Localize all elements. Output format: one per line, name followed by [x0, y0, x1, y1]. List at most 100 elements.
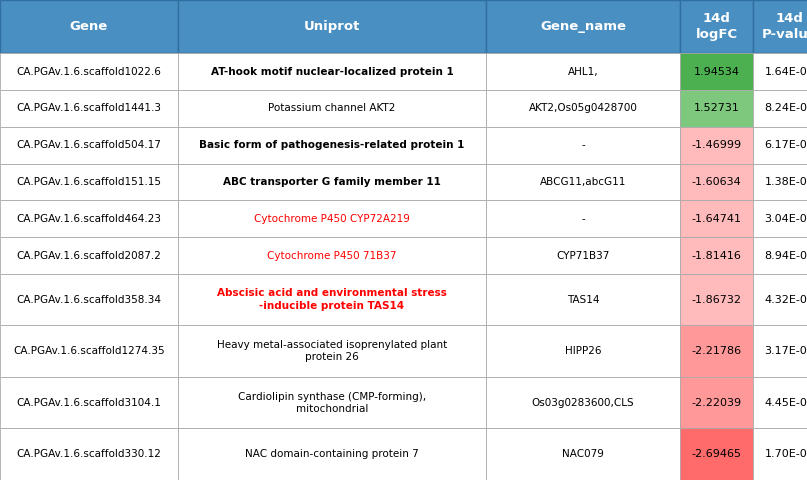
Text: Cardiolipin synthase (CMP-forming),
mitochondrial: Cardiolipin synthase (CMP-forming), mito…: [238, 392, 426, 414]
Text: CA.PGAv.1.6.scaffold464.23: CA.PGAv.1.6.scaffold464.23: [16, 214, 161, 224]
Text: -1.64741: -1.64741: [692, 214, 742, 224]
Bar: [680, 0, 753, 53]
Text: 3.17E-07: 3.17E-07: [764, 346, 807, 356]
Text: 4.32E-06: 4.32E-06: [764, 295, 807, 305]
Bar: [753, 200, 807, 237]
Text: -1.46999: -1.46999: [692, 140, 742, 150]
Bar: [753, 127, 807, 164]
Bar: [753, 164, 807, 200]
Bar: [486, 237, 680, 274]
Text: CA.PGAv.1.6.scaffold330.12: CA.PGAv.1.6.scaffold330.12: [17, 449, 161, 459]
Text: Potassium channel AKT2: Potassium channel AKT2: [268, 103, 395, 113]
Text: 1.70E-05: 1.70E-05: [764, 449, 807, 459]
Text: Cytochrome P450 CYP72A219: Cytochrome P450 CYP72A219: [254, 214, 410, 224]
Text: CYP71B37: CYP71B37: [556, 251, 609, 261]
Bar: [486, 0, 680, 53]
Bar: [486, 200, 680, 237]
Bar: [178, 274, 486, 325]
Bar: [486, 274, 680, 325]
Text: CA.PGAv.1.6.scaffold1274.35: CA.PGAv.1.6.scaffold1274.35: [13, 346, 165, 356]
Bar: [486, 53, 680, 90]
Bar: [680, 164, 753, 200]
Bar: [0, 127, 178, 164]
Bar: [486, 127, 680, 164]
Text: AT-hook motif nuclear-localized protein 1: AT-hook motif nuclear-localized protein …: [211, 67, 454, 76]
Text: TAS14: TAS14: [567, 295, 600, 305]
Bar: [753, 429, 807, 480]
Bar: [0, 377, 178, 429]
Bar: [753, 0, 807, 53]
Bar: [680, 127, 753, 164]
Bar: [680, 237, 753, 274]
Bar: [486, 325, 680, 377]
Bar: [753, 377, 807, 429]
Bar: [0, 53, 178, 90]
Bar: [0, 325, 178, 377]
Bar: [680, 325, 753, 377]
Text: -2.69465: -2.69465: [692, 449, 742, 459]
Bar: [0, 90, 178, 127]
Text: 3.04E-06: 3.04E-06: [764, 214, 807, 224]
Text: HIPP26: HIPP26: [565, 346, 601, 356]
Text: NAC domain-containing protein 7: NAC domain-containing protein 7: [245, 449, 419, 459]
Bar: [753, 90, 807, 127]
Text: -1.81416: -1.81416: [692, 251, 742, 261]
Text: 14d
logFC: 14d logFC: [696, 12, 738, 41]
Text: ABC transporter G family member 11: ABC transporter G family member 11: [223, 177, 441, 187]
Bar: [178, 90, 486, 127]
Bar: [680, 429, 753, 480]
Bar: [178, 53, 486, 90]
Text: AHL1,: AHL1,: [567, 67, 598, 76]
Text: 8.94E-06: 8.94E-06: [764, 251, 807, 261]
Text: Os03g0283600,CLS: Os03g0283600,CLS: [532, 398, 634, 408]
Bar: [753, 53, 807, 90]
Bar: [680, 274, 753, 325]
Text: 1.64E-05: 1.64E-05: [764, 67, 807, 76]
Bar: [178, 429, 486, 480]
Text: CA.PGAv.1.6.scaffold1022.6: CA.PGAv.1.6.scaffold1022.6: [17, 67, 161, 76]
Text: Heavy metal-associated isoprenylated plant
protein 26: Heavy metal-associated isoprenylated pla…: [217, 340, 447, 362]
Text: CA.PGAv.1.6.scaffold2087.2: CA.PGAv.1.6.scaffold2087.2: [17, 251, 161, 261]
Bar: [753, 237, 807, 274]
Bar: [0, 164, 178, 200]
Text: -1.86732: -1.86732: [692, 295, 742, 305]
Text: 1.38E-07: 1.38E-07: [764, 177, 807, 187]
Text: Gene_name: Gene_name: [540, 20, 626, 33]
Bar: [680, 377, 753, 429]
Text: Gene: Gene: [70, 20, 108, 33]
Text: CA.PGAv.1.6.scaffold358.34: CA.PGAv.1.6.scaffold358.34: [16, 295, 161, 305]
Text: 1.94534: 1.94534: [693, 67, 739, 76]
Text: AKT2,Os05g0428700: AKT2,Os05g0428700: [529, 103, 638, 113]
Text: CA.PGAv.1.6.scaffold504.17: CA.PGAv.1.6.scaffold504.17: [17, 140, 161, 150]
Bar: [753, 325, 807, 377]
Text: Basic form of pathogenesis-related protein 1: Basic form of pathogenesis-related prote…: [199, 140, 465, 150]
Bar: [680, 53, 753, 90]
Text: CA.PGAv.1.6.scaffold3104.1: CA.PGAv.1.6.scaffold3104.1: [17, 398, 161, 408]
Text: 14d
P-value: 14d P-value: [762, 12, 807, 41]
Text: -2.22039: -2.22039: [692, 398, 742, 408]
Text: 4.45E-05: 4.45E-05: [764, 398, 807, 408]
Bar: [680, 200, 753, 237]
Text: 6.17E-09: 6.17E-09: [764, 140, 807, 150]
Text: Abscisic acid and environmental stress
-inducible protein TAS14: Abscisic acid and environmental stress -…: [217, 288, 447, 311]
Bar: [486, 377, 680, 429]
Text: 1.52731: 1.52731: [693, 103, 739, 113]
Bar: [680, 90, 753, 127]
Bar: [0, 200, 178, 237]
Bar: [178, 127, 486, 164]
Text: ABCG11,abcG11: ABCG11,abcG11: [540, 177, 626, 187]
Text: -2.21786: -2.21786: [692, 346, 742, 356]
Text: CA.PGAv.1.6.scaffold1441.3: CA.PGAv.1.6.scaffold1441.3: [16, 103, 161, 113]
Text: Uniprot: Uniprot: [303, 20, 360, 33]
Text: Cytochrome P450 71B37: Cytochrome P450 71B37: [267, 251, 397, 261]
Bar: [0, 237, 178, 274]
Bar: [0, 0, 178, 53]
Bar: [178, 0, 486, 53]
Bar: [486, 429, 680, 480]
Text: -1.60634: -1.60634: [692, 177, 742, 187]
Bar: [178, 377, 486, 429]
Bar: [178, 325, 486, 377]
Bar: [486, 90, 680, 127]
Bar: [486, 164, 680, 200]
Bar: [178, 200, 486, 237]
